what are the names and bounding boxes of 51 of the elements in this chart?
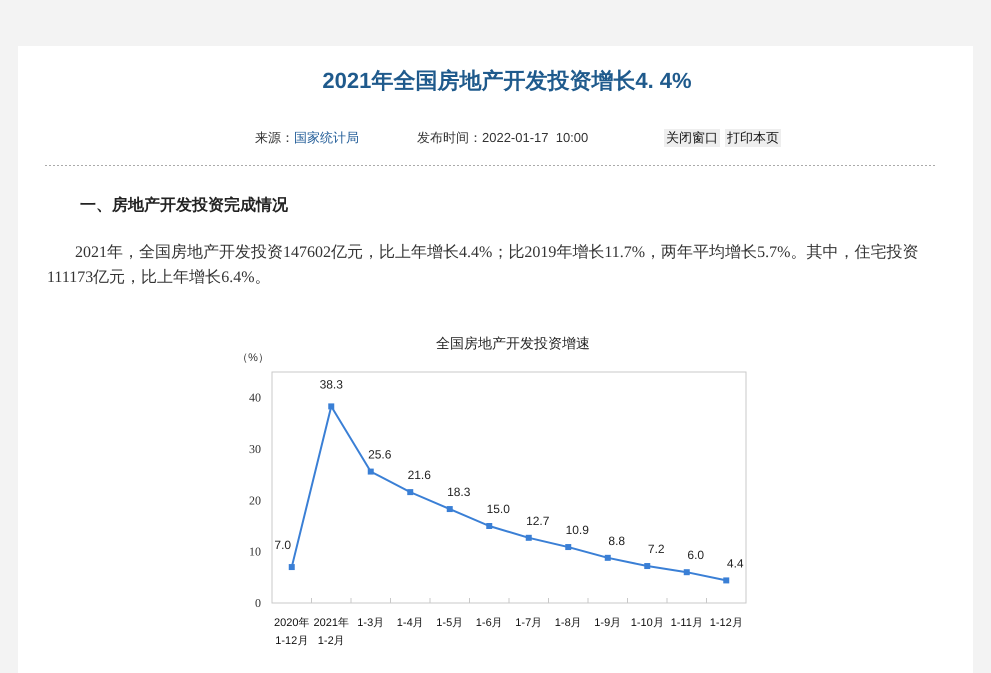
data-label: 7.2 [648,542,665,556]
x-tick-label: 2021年 1-2月 [314,617,349,647]
x-tick-label: 2020年 1-12月 [274,617,310,647]
x-tick-label: 1-6月 [476,617,503,629]
y-tick-label: 20 [249,493,261,508]
point [288,564,295,570]
y-tick-label: 30 [249,442,261,456]
point [565,544,572,550]
data-label: 10.9 [566,523,590,538]
data-label: 25.6 [368,448,392,462]
data-label: 38.3 [320,377,344,392]
x-tick-label: 1-11月 [670,617,703,629]
text: 关闭窗口 [666,130,718,145]
data-label: 8.8 [608,534,626,548]
data-label: 6.0 [687,548,704,562]
text: 打印本页 [726,130,779,145]
text: 国家统计局 [294,130,359,145]
text: 发布时间：2022-01-17 10:00 [417,130,588,145]
data-label: 18.3 [447,485,471,500]
data-label: 7.0 [274,538,292,552]
point [644,563,650,570]
x-tick-label: 1-3月 [357,617,384,629]
x-tick-label: 1-5月 [436,617,464,629]
point [723,577,730,584]
y-tick-label: 0 [255,596,261,610]
source-note: 来源： [255,130,294,145]
x-tick-label: 1-4月 [396,617,424,629]
data-label: 4.4 [726,556,744,570]
point [684,569,690,576]
text: 2021年全国房地产开发投资增长4. 4% [322,68,692,93]
y-axis-title: （%） [237,352,269,364]
text: 2021年，全国房地产开发投资147602亿元，比上年增长4.4%；比2019年增长11.7%，两年平均增长5.7%。其中，住宅投资111173亿元，比上年增长6.4%。 [47,242,920,288]
point [446,506,453,512]
point [604,554,611,561]
data-label: 21.6 [408,468,432,482]
point [328,403,334,410]
point [486,523,492,529]
x-tick-label: 1-7月 [515,617,542,629]
x-tick-label: 1-9月 [594,617,622,629]
point [526,534,532,541]
y-tick-label: 10 [249,544,261,559]
data-label: 15.0 [486,502,510,516]
x-tick-label: 1-10月 [630,617,664,629]
text: 一、房地产开发投资完成情况 [80,195,289,214]
x-tick-label: 1-12月 [710,617,743,629]
data-label: 12.7 [526,514,550,528]
chart-title: 全国房地产开发投资增速 [436,335,590,351]
x-tick-label: 1-8月 [554,617,582,629]
y-tick-label: 40 [249,390,261,405]
point [368,468,374,475]
point [407,489,414,496]
